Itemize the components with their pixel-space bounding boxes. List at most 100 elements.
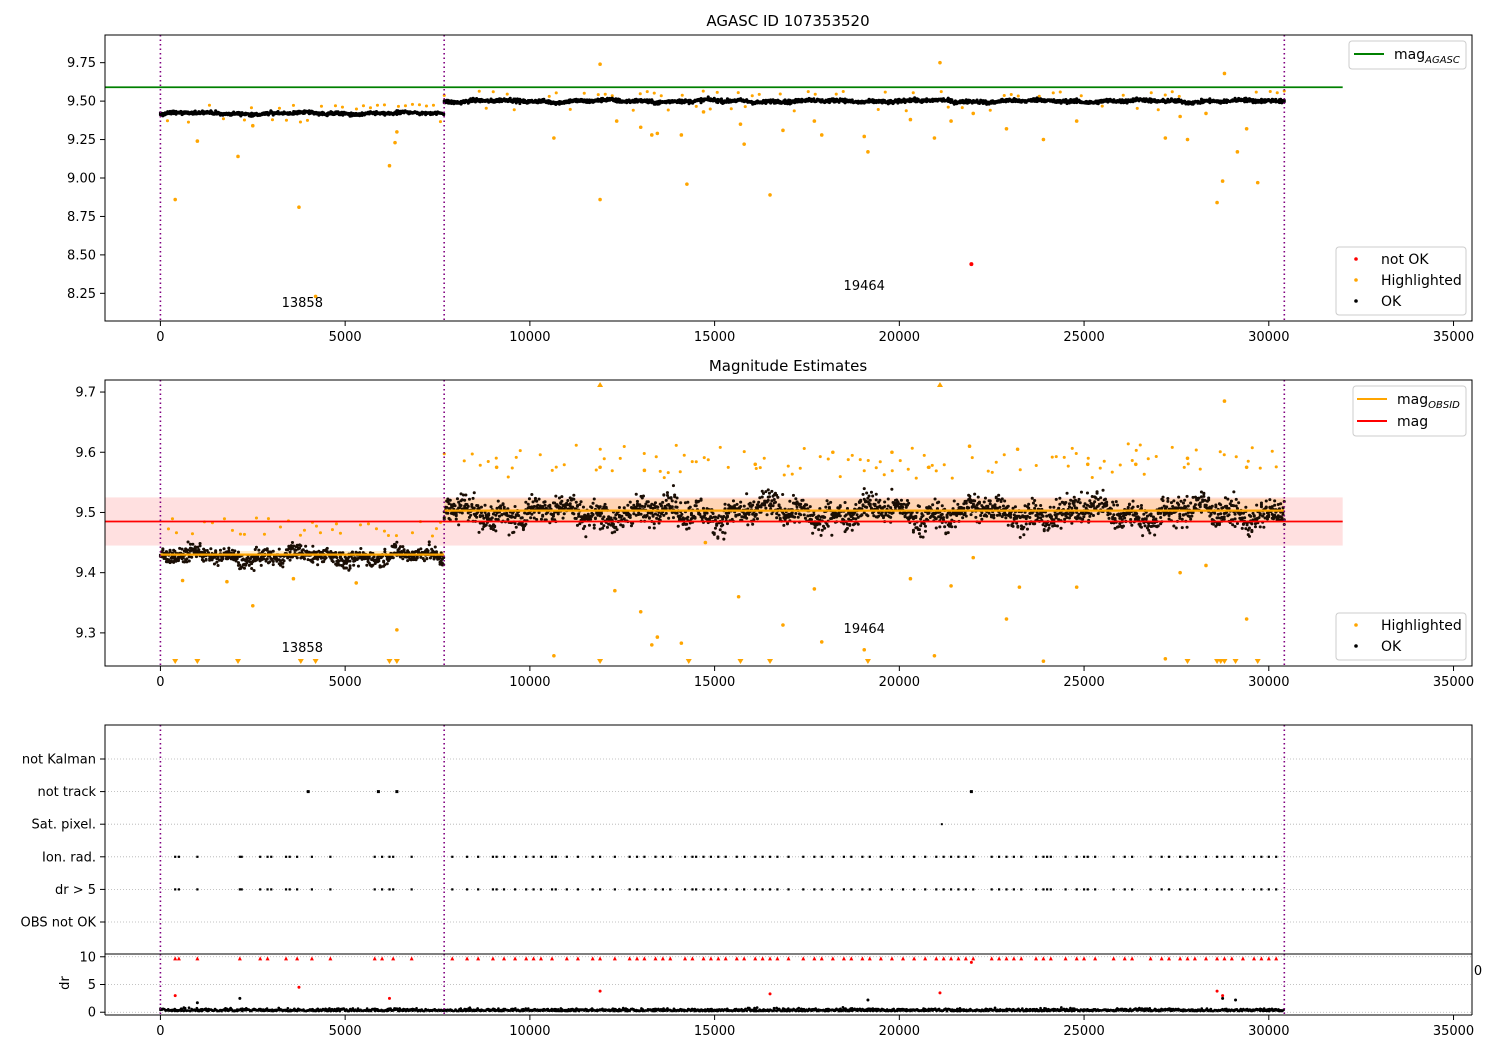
- dr-over-5-mark: [1086, 888, 1089, 891]
- dr-clipped-red: [997, 956, 1002, 961]
- ion-rad-mark: [802, 855, 805, 858]
- x-tick-label: 20000: [879, 330, 920, 345]
- clipped-low-marker: [312, 659, 319, 664]
- dr-red-point: [387, 996, 391, 1000]
- legend-highlighted-swatch: [1354, 623, 1358, 627]
- highlighted-point: [908, 576, 913, 581]
- ion-rad-mark: [392, 855, 395, 858]
- dr-clipped-red: [524, 956, 529, 961]
- dr-clipped-red: [237, 956, 242, 961]
- highlighted-point: [1220, 179, 1225, 183]
- clipped-low-marker: [1221, 659, 1228, 664]
- ion-rad-mark: [1075, 855, 1078, 858]
- highlighted-fringe: [442, 442, 1278, 480]
- ion-rad-mark: [1130, 855, 1134, 858]
- dr-over-5-mark: [1130, 888, 1134, 891]
- obsid-label: 13858: [282, 296, 323, 311]
- ion-rad-mark: [565, 855, 568, 858]
- ion-rad-mark: [1149, 855, 1152, 858]
- agasc-magnitude-panel: AGASC ID 107353520 13858 19464 0 5000 10000…: [67, 12, 1474, 345]
- highlighted-point: [236, 154, 240, 159]
- dr-clipped-red: [309, 956, 314, 961]
- highlighted-fringe: [165, 102, 442, 124]
- dr-over-5-mark: [997, 888, 1001, 891]
- dr-clipped-red: [195, 956, 200, 961]
- ion-rad-mark: [266, 855, 269, 858]
- ion-rad-mark: [754, 855, 757, 858]
- ion-rad-mark: [813, 855, 816, 858]
- highlighted-point: [967, 444, 972, 449]
- dr-over-5-mark: [329, 888, 332, 891]
- panel4-clipped-tick-label: 0: [1474, 964, 1482, 979]
- ion-rad-mark: [724, 855, 727, 858]
- ion-rad-mark: [465, 855, 469, 858]
- dr-over-5-mark: [392, 888, 395, 891]
- ion-rad-mark: [451, 855, 454, 858]
- dr-over-5-mark: [776, 888, 779, 891]
- highlighted-point: [1255, 180, 1260, 185]
- dr-over-5-mark: [669, 888, 672, 891]
- dr-clipped-red: [934, 956, 939, 961]
- ion-rad-mark: [240, 855, 243, 858]
- highlighted-point: [650, 643, 654, 647]
- dr-clipped-red: [701, 956, 706, 961]
- dr-over-5-mark: [1230, 888, 1233, 891]
- dr-over-5-mark: [550, 888, 554, 891]
- dr-over-5-mark: [1094, 888, 1097, 891]
- ion-rad-mark: [683, 855, 687, 858]
- ion-rad-mark: [1204, 855, 1208, 858]
- highlighted-point: [225, 579, 229, 584]
- ion-rad-mark: [196, 855, 199, 858]
- dr-over-5-mark: [709, 888, 713, 891]
- dr-clipped-red: [513, 956, 518, 961]
- dr-black-outlier: [238, 996, 242, 1000]
- highlighted-point: [812, 119, 817, 123]
- dr-over-5-mark: [196, 888, 199, 891]
- dr-over-5-mark: [565, 888, 568, 891]
- dr-clipped-red: [889, 956, 894, 961]
- ion-rad-mark: [288, 855, 291, 858]
- dr-over-5-mark: [691, 888, 694, 891]
- clipped-low-marker: [194, 659, 201, 664]
- dr-clipped-red: [1004, 956, 1009, 961]
- highlighted-point: [1015, 447, 1020, 452]
- dr-clipped-red: [878, 956, 883, 961]
- dr-over-5-mark: [177, 888, 180, 891]
- dr-over-5-mark: [1252, 888, 1256, 891]
- obsid-label: 19464: [844, 279, 885, 294]
- dr-clipped-red: [786, 956, 791, 961]
- dr-over-5-mark: [266, 888, 269, 891]
- dr-over-5-mark: [1260, 888, 1263, 891]
- clipped-low-marker: [393, 659, 400, 664]
- clipped-low-marker: [1184, 659, 1191, 664]
- ion-rad-mark: [1034, 855, 1038, 858]
- highlighted-point: [1163, 656, 1168, 661]
- dr-clipped-red: [1240, 956, 1245, 961]
- dr-over-5-mark: [702, 888, 705, 891]
- dr-over-5-mark: [1223, 888, 1226, 891]
- ion-rad-mark: [613, 855, 616, 858]
- dr-over-5-mark: [820, 888, 823, 891]
- flag-row-label: Sat. pixel.: [32, 818, 96, 833]
- highlighted-point: [742, 142, 746, 146]
- x-tick-label: 15000: [694, 675, 735, 690]
- dr-clipped-red: [409, 956, 414, 961]
- ion-rad-mark: [768, 855, 772, 858]
- dr-clipped-red: [956, 956, 961, 961]
- ion-rad-mark: [850, 855, 853, 858]
- clipped-low-marker: [297, 659, 304, 664]
- ion-rad-mark: [1005, 855, 1008, 858]
- ion-rad-mark: [259, 855, 262, 858]
- highlighted-point: [819, 133, 824, 137]
- y-tick-label: 10: [79, 950, 96, 965]
- highlighted-point: [638, 610, 643, 614]
- ion-rad-mark: [861, 855, 864, 858]
- x-tick-label: 25000: [1063, 675, 1104, 690]
- ion-rad-mark: [1042, 855, 1045, 858]
- dr-clipped-red: [1041, 956, 1046, 961]
- ion-rad-mark: [669, 855, 672, 858]
- dr-clipped-red: [1215, 956, 1220, 961]
- highlighted-point: [862, 134, 867, 139]
- x-tick-label: 20000: [879, 675, 920, 690]
- legend-not-ok-swatch: [1354, 257, 1358, 261]
